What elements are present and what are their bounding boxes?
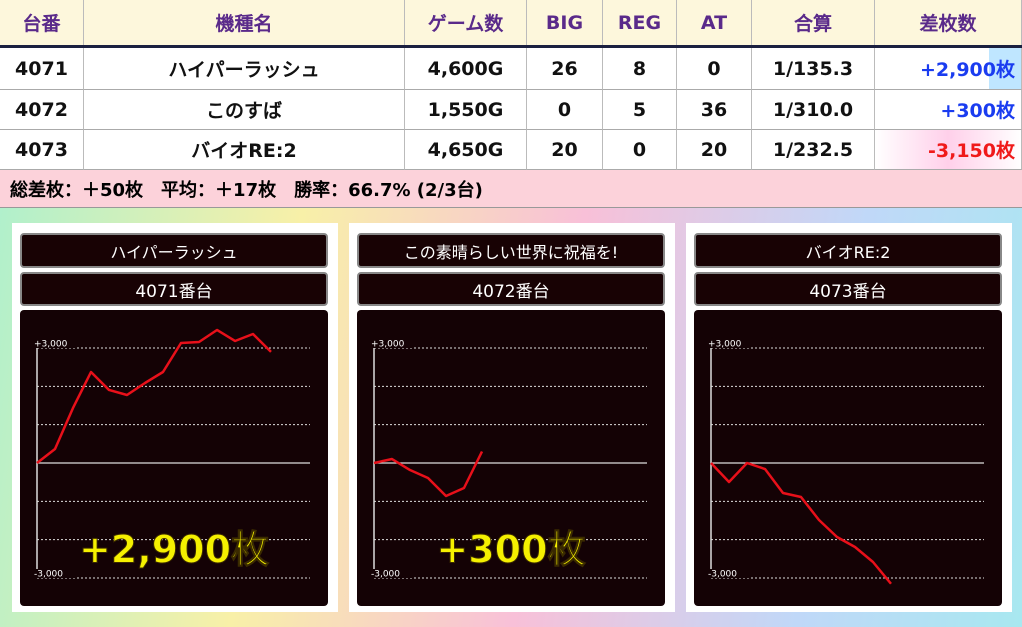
header-cell: AT xyxy=(677,0,752,45)
panel-title: ハイパーラッシュ xyxy=(20,233,328,268)
header-rule xyxy=(0,45,1022,48)
header-cell: BIG xyxy=(527,0,603,45)
tick-label-bg xyxy=(707,569,751,578)
table-cell: 4,650G xyxy=(405,130,527,170)
chart: +3,000 -3,000 +2,900枚 xyxy=(20,310,328,606)
y-tick-label: +3,000 xyxy=(708,340,742,350)
tick-label-bg xyxy=(370,339,414,348)
result-label: +2,900枚 xyxy=(79,528,269,572)
chart-panel: この素晴らしい世界に祝福を! 4072番台 +3,000 -3,000 +300枚 xyxy=(349,223,675,612)
chart: +3,000 -3,000 xyxy=(694,310,1002,606)
header-cell: 合算 xyxy=(752,0,875,45)
table-cell: +300枚 xyxy=(875,90,1022,130)
chart-panel: ハイパーラッシュ 4071番台 +3,000 -3,000 +2,900枚 xyxy=(12,223,338,612)
y-tick-label: -3,000 xyxy=(371,570,400,580)
header-cell: ゲーム数 xyxy=(405,0,527,45)
line-series xyxy=(36,328,272,464)
result-label: +300枚 xyxy=(436,528,585,572)
panel-subtitle: 4073番台 xyxy=(694,272,1002,306)
table-cell: 1/232.5 xyxy=(752,130,875,170)
tick-label-bg xyxy=(33,569,77,578)
table-cell: 20 xyxy=(677,130,752,170)
table-cell: 4,600G xyxy=(405,48,527,90)
chart: +3,000 -3,000 +300枚 xyxy=(357,310,665,606)
summary: 総差枚：＋50枚 平均：＋17枚 勝率：66.7% (2/3台) xyxy=(0,170,1022,208)
table-cell: このすば xyxy=(84,90,405,130)
tick-label-bg xyxy=(707,339,751,348)
panel-title: バイオRE:2 xyxy=(694,233,1002,268)
y-tick-label: -3,000 xyxy=(708,570,737,580)
table-cell: 5 xyxy=(603,90,677,130)
table-cell: 1/310.0 xyxy=(752,90,875,130)
table-cell: 0 xyxy=(527,90,603,130)
header-cell: 機種名 xyxy=(84,0,405,45)
table-cell: バイオRE:2 xyxy=(84,130,405,170)
header-cell: 台番 xyxy=(0,0,84,45)
y-tick-label: +3,000 xyxy=(371,340,405,350)
line-series xyxy=(710,461,892,585)
line-series xyxy=(373,450,484,498)
table-cell: 20 xyxy=(527,130,603,170)
table-cell: +2,900枚 xyxy=(875,48,1022,90)
table-cell: 0 xyxy=(677,48,752,90)
tick-label-bg xyxy=(33,339,77,348)
table-cell: 1,550G xyxy=(405,90,527,130)
table-cell: -3,150枚 xyxy=(875,130,1022,170)
panel-title: この素晴らしい世界に祝福を! xyxy=(357,233,665,268)
table-cell: 26 xyxy=(527,48,603,90)
table-cell: ハイパーラッシュ xyxy=(84,48,405,90)
panel-subtitle: 4072番台 xyxy=(357,272,665,306)
table-cell: 1/135.3 xyxy=(752,48,875,90)
header-cell: 差枚数 xyxy=(875,0,1022,45)
table-cell: 4073 xyxy=(0,130,84,170)
header-cell: REG xyxy=(603,0,677,45)
y-tick-label: -3,000 xyxy=(34,570,63,580)
y-tick-label: +3,000 xyxy=(34,340,68,350)
table-cell: 0 xyxy=(603,130,677,170)
tick-label-bg xyxy=(370,569,414,578)
table-cell: 4072 xyxy=(0,90,84,130)
table-cell: 8 xyxy=(603,48,677,90)
panel-subtitle: 4071番台 xyxy=(20,272,328,306)
chart-panel: バイオRE:2 4073番台 +3,000 -3,000 xyxy=(686,223,1012,612)
table-cell: 4071 xyxy=(0,48,84,90)
table-cell: 36 xyxy=(677,90,752,130)
